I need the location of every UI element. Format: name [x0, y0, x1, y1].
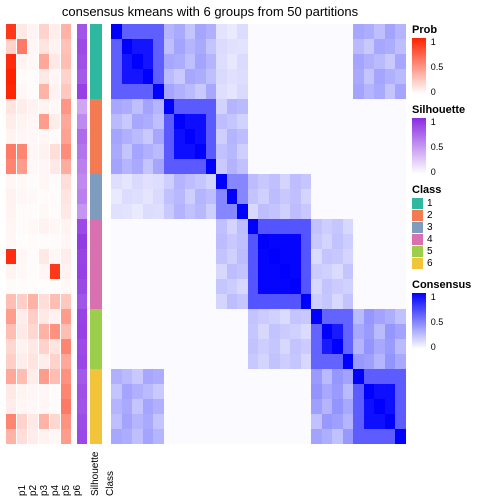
axis-label-p1: p1 — [17, 485, 28, 496]
prob-col-p1 — [6, 24, 16, 444]
annotation-columns — [6, 24, 106, 444]
class-swatch-3 — [412, 222, 423, 233]
prob-col-p4 — [39, 24, 49, 444]
consensus-matrix — [111, 24, 406, 444]
prob-col-p2 — [17, 24, 27, 444]
legend-class: Class 123456 — [412, 184, 500, 269]
plot-area — [6, 24, 406, 444]
axis-label-p4: p4 — [50, 485, 61, 496]
legend-silhouette: Silhouette 00.51 — [412, 104, 500, 174]
axis-label-Silhouette: Silhouette — [90, 452, 101, 496]
legend-class-title: Class — [412, 184, 500, 196]
axis-label-p5: p5 — [61, 485, 72, 496]
legend-prob-title: Prob — [412, 24, 500, 36]
legend-consensus-title: Consensus — [412, 279, 500, 291]
class-swatch-6 — [412, 258, 423, 269]
axis-label-p3: p3 — [39, 485, 50, 496]
legend-silhouette-title: Silhouette — [412, 104, 500, 116]
class-col — [90, 24, 102, 444]
legend-consensus: Consensus 00.51 — [412, 279, 500, 349]
colorbar-silhouette — [412, 118, 426, 174]
class-swatch-2 — [412, 210, 423, 221]
axis-label-p2: p2 — [28, 485, 39, 496]
class-legend-items: 123456 — [412, 198, 500, 269]
legend-prob: Prob 00.51 — [412, 24, 500, 94]
colorbar-prob — [412, 38, 426, 94]
axis-label-Class: Class — [105, 471, 116, 496]
class-legend-item-3: 3 — [412, 222, 500, 233]
class-legend-item-6: 6 — [412, 258, 500, 269]
axis-label-p6: p6 — [72, 485, 83, 496]
legends: Prob 00.51 Silhouette 00.51 Class 123456… — [412, 24, 500, 359]
prob-col-p6 — [61, 24, 71, 444]
chart-title: consensus kmeans with 6 groups from 50 p… — [0, 4, 420, 19]
prob-col-p5 — [50, 24, 60, 444]
class-swatch-5 — [412, 246, 423, 257]
colorbar-consensus — [412, 293, 426, 349]
class-legend-item-5: 5 — [412, 246, 500, 257]
silhouette-col — [77, 24, 87, 444]
class-swatch-4 — [412, 234, 423, 245]
class-legend-item-4: 4 — [412, 234, 500, 245]
class-swatch-1 — [412, 198, 423, 209]
class-legend-item-2: 2 — [412, 210, 500, 221]
class-legend-item-1: 1 — [412, 198, 500, 209]
prob-col-p3 — [28, 24, 38, 444]
